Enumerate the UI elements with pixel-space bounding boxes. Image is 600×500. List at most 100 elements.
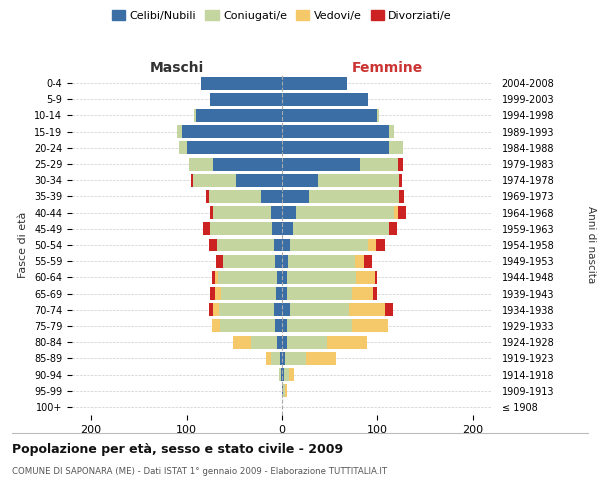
Bar (217, 238, 274, 252)
Bar (287, 271, 355, 284)
Bar (394, 206, 398, 219)
Bar (360, 158, 398, 170)
Bar (209, 304, 213, 316)
Bar (275, 254, 282, 268)
Bar (290, 238, 368, 252)
Bar (177, 125, 182, 138)
Bar (282, 320, 287, 332)
Bar (389, 222, 397, 235)
Legend: Celibi/Nubili, Coniugati/e, Vedovi/e, Divorziati/e: Celibi/Nubili, Coniugati/e, Vedovi/e, Di… (107, 6, 457, 25)
Bar (282, 158, 360, 170)
Bar (209, 190, 261, 203)
Bar (400, 174, 402, 186)
Bar (211, 206, 213, 219)
Bar (327, 336, 367, 348)
Bar (277, 336, 282, 348)
Bar (279, 368, 281, 381)
Bar (282, 271, 287, 284)
Y-axis label: Fasce di età: Fasce di età (19, 212, 28, 278)
Bar (212, 271, 215, 284)
Bar (281, 368, 282, 381)
Bar (182, 125, 282, 138)
Bar (213, 304, 219, 316)
Bar (289, 368, 295, 381)
Bar (283, 384, 285, 397)
Bar (355, 271, 374, 284)
Bar (215, 287, 221, 300)
Bar (288, 254, 355, 268)
Bar (271, 206, 282, 219)
Bar (282, 287, 287, 300)
Bar (287, 287, 352, 300)
Text: Maschi: Maschi (150, 61, 204, 75)
Bar (194, 109, 196, 122)
Bar (282, 384, 283, 397)
Bar (282, 336, 287, 348)
Bar (285, 352, 306, 365)
Bar (398, 158, 403, 170)
Bar (187, 142, 282, 154)
Bar (282, 368, 284, 381)
Bar (293, 222, 389, 235)
Bar (400, 190, 404, 203)
Bar (216, 254, 223, 268)
Bar (190, 158, 213, 170)
Bar (309, 190, 400, 203)
Text: COMUNE DI SAPONARA (ME) - Dati ISTAT 1° gennaio 2009 - Elaborazione TUTTITALIA.I: COMUNE DI SAPONARA (ME) - Dati ISTAT 1° … (12, 468, 387, 476)
Bar (213, 206, 271, 219)
Bar (349, 304, 385, 316)
Bar (251, 336, 277, 348)
Bar (213, 158, 282, 170)
Bar (196, 109, 282, 122)
Bar (284, 368, 289, 381)
Bar (215, 271, 218, 284)
Bar (398, 206, 406, 219)
Bar (282, 304, 290, 316)
Text: Anni di nascita: Anni di nascita (586, 206, 596, 284)
Bar (282, 254, 288, 268)
Bar (282, 238, 290, 252)
Bar (285, 384, 287, 397)
Bar (203, 222, 211, 235)
Bar (290, 304, 349, 316)
Bar (352, 320, 388, 332)
Bar (282, 93, 368, 106)
Bar (272, 222, 282, 235)
Bar (306, 352, 337, 365)
Bar (220, 320, 275, 332)
Bar (236, 174, 282, 186)
Bar (221, 287, 276, 300)
Bar (211, 287, 215, 300)
Bar (385, 304, 393, 316)
Bar (266, 352, 271, 365)
Bar (212, 320, 220, 332)
Bar (233, 336, 251, 348)
Bar (368, 238, 376, 252)
Text: Femmine: Femmine (352, 61, 422, 75)
Bar (282, 222, 293, 235)
Bar (282, 174, 318, 186)
Bar (280, 352, 282, 365)
Bar (206, 190, 209, 203)
Bar (211, 222, 272, 235)
Bar (193, 174, 236, 186)
Bar (219, 304, 274, 316)
Bar (209, 238, 217, 252)
Bar (296, 206, 394, 219)
Bar (274, 238, 282, 252)
Bar (282, 206, 296, 219)
Bar (287, 320, 352, 332)
Bar (377, 109, 379, 122)
Bar (355, 254, 364, 268)
Bar (282, 125, 389, 138)
Bar (282, 76, 347, 90)
Bar (389, 142, 403, 154)
Bar (374, 271, 377, 284)
Bar (282, 109, 377, 122)
Bar (373, 287, 377, 300)
Bar (261, 190, 282, 203)
Bar (287, 336, 327, 348)
Text: Popolazione per età, sesso e stato civile - 2009: Popolazione per età, sesso e stato civil… (12, 442, 343, 456)
Bar (318, 174, 400, 186)
Bar (211, 93, 282, 106)
